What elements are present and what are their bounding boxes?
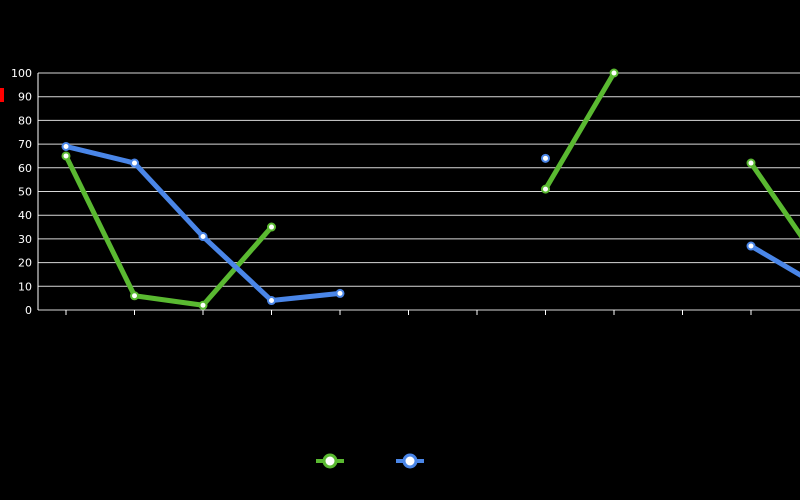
series-line-segment [132, 293, 206, 308]
series-line-segment [543, 70, 617, 192]
y-tick-label: 0 [25, 304, 32, 317]
data-point [61, 141, 71, 151]
data-point [267, 296, 276, 306]
series-line-segment [269, 290, 343, 304]
y-tick-label: 30 [18, 233, 32, 246]
legend [316, 453, 424, 469]
data-point [746, 158, 756, 168]
legend-swatch-marker [322, 453, 338, 469]
y-tick-label: 10 [18, 280, 32, 293]
x-axis-ticks [65, 310, 752, 315]
y-tick-label: 70 [18, 138, 32, 151]
grid [37, 72, 800, 311]
series-0 [61, 68, 800, 310]
series-1 [61, 141, 800, 306]
y-axis-ticks: 0 10 20 30 40 50 60 70 80 90 100 [11, 67, 32, 317]
series-line-segment [748, 160, 800, 239]
data-point [198, 232, 208, 242]
data-point [267, 222, 276, 232]
series-line-segment [63, 143, 137, 166]
data-point [335, 288, 345, 298]
data-point [198, 300, 208, 310]
data-point [541, 153, 550, 163]
data-point [61, 151, 71, 161]
data-point [130, 158, 139, 168]
series-line-segment [132, 160, 206, 240]
data-point [746, 241, 756, 251]
y-tick-label: 60 [18, 162, 32, 175]
y-tick-label: 90 [18, 91, 32, 104]
series-line-segment [200, 234, 274, 304]
series-layer [61, 68, 800, 310]
data-point [609, 68, 619, 78]
data-point [130, 291, 139, 301]
y-tick-label: 100 [11, 67, 32, 80]
series-line-segment [63, 153, 137, 299]
legend-swatch-marker [402, 453, 418, 469]
y-tick-label: 50 [18, 186, 32, 199]
y-tick-label: 40 [18, 209, 32, 222]
series-line-segment [748, 243, 800, 278]
y-tick-label: 80 [18, 114, 32, 127]
red-marker [0, 88, 4, 102]
y-tick-label: 20 [18, 257, 32, 270]
data-point [541, 184, 550, 194]
